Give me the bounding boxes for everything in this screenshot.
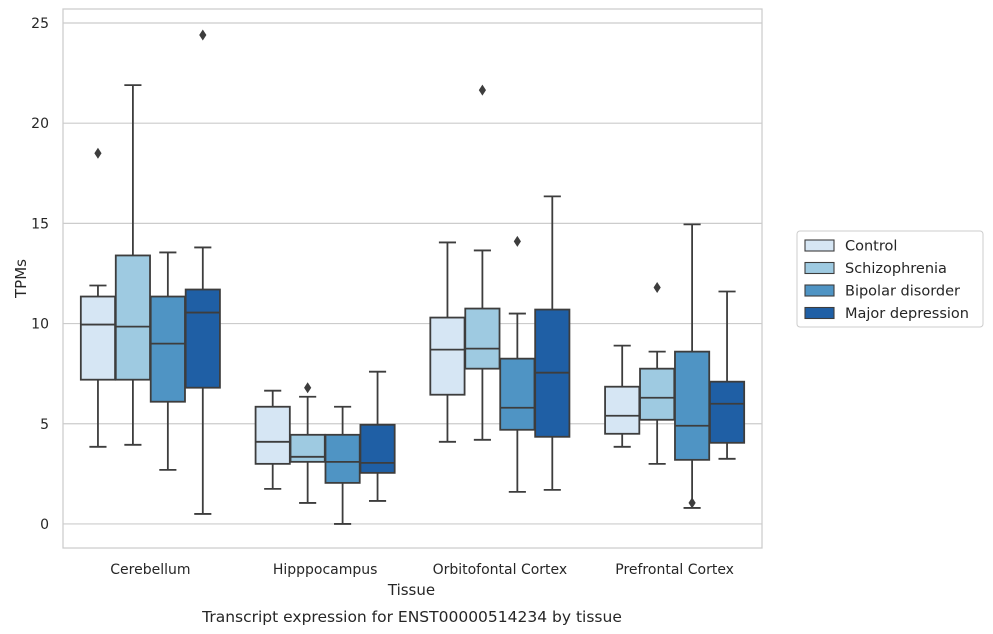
y-tick-label: 5 xyxy=(40,417,49,433)
box-group xyxy=(79,29,221,515)
box-group xyxy=(254,370,396,525)
x-tick-label: Cerebellum xyxy=(110,562,190,578)
outlier-point xyxy=(94,147,102,159)
x-tick-label: Hipppocampus xyxy=(273,562,378,578)
y-tick-label: 15 xyxy=(31,216,49,232)
outlier-point xyxy=(304,382,312,394)
box-group xyxy=(429,84,571,493)
box xyxy=(674,350,711,461)
legend-item: Control xyxy=(804,239,897,255)
x-axis-label: Tissue xyxy=(387,581,435,599)
box xyxy=(604,385,641,435)
outlier-point xyxy=(478,84,486,96)
legend-frame xyxy=(796,230,984,328)
legend-item: Bipolar disorder xyxy=(804,284,960,300)
legend-swatch xyxy=(804,306,835,320)
x-tick-label: Orbitofontal Cortex xyxy=(433,562,568,578)
chart-caption: Transcript expression for ENST0000051423… xyxy=(201,608,622,626)
y-tick-labels: 0 5 10 15 20 25 xyxy=(31,16,49,533)
legend: Control Schizophrenia Bipolar disorder Majo… xyxy=(796,230,984,328)
y-tick-label: 25 xyxy=(31,16,49,32)
outlier-point xyxy=(199,29,207,41)
box-group xyxy=(604,223,746,509)
box xyxy=(149,295,186,403)
y-tick-label: 0 xyxy=(40,517,49,533)
box xyxy=(639,367,676,421)
legend-label: Control xyxy=(845,239,897,255)
legend-swatch xyxy=(804,239,835,252)
legend-swatch xyxy=(804,284,835,297)
outlier-point xyxy=(688,497,696,509)
box xyxy=(289,433,326,463)
box xyxy=(429,316,466,396)
legend-label: Major depression xyxy=(845,306,969,322)
box-groups xyxy=(79,29,746,525)
x-tick-label: Prefrontal Cortex xyxy=(615,562,734,578)
outlier-point xyxy=(653,282,661,294)
legend-swatch xyxy=(804,261,835,275)
legend-label: Bipolar disorder xyxy=(845,284,960,300)
box xyxy=(709,380,746,444)
outlier-point xyxy=(513,235,521,247)
legend-item: Major depression xyxy=(804,306,969,322)
box xyxy=(114,254,151,381)
box xyxy=(359,423,396,474)
legend-item: Schizophrenia xyxy=(804,261,947,277)
box xyxy=(79,295,116,381)
box xyxy=(499,357,536,431)
y-tick-label: 20 xyxy=(31,116,49,132)
box xyxy=(324,433,361,484)
plot-area-frame xyxy=(62,8,763,549)
legend-label: Schizophrenia xyxy=(845,261,947,277)
y-tick-label: 10 xyxy=(31,317,49,333)
x-tick-labels: Cerebellum Hipppocampus Orbitofontal Corte… xyxy=(110,562,734,578)
box xyxy=(464,307,501,370)
box xyxy=(254,405,291,465)
box xyxy=(184,288,221,389)
y-axis-label: TPMs xyxy=(12,259,30,299)
